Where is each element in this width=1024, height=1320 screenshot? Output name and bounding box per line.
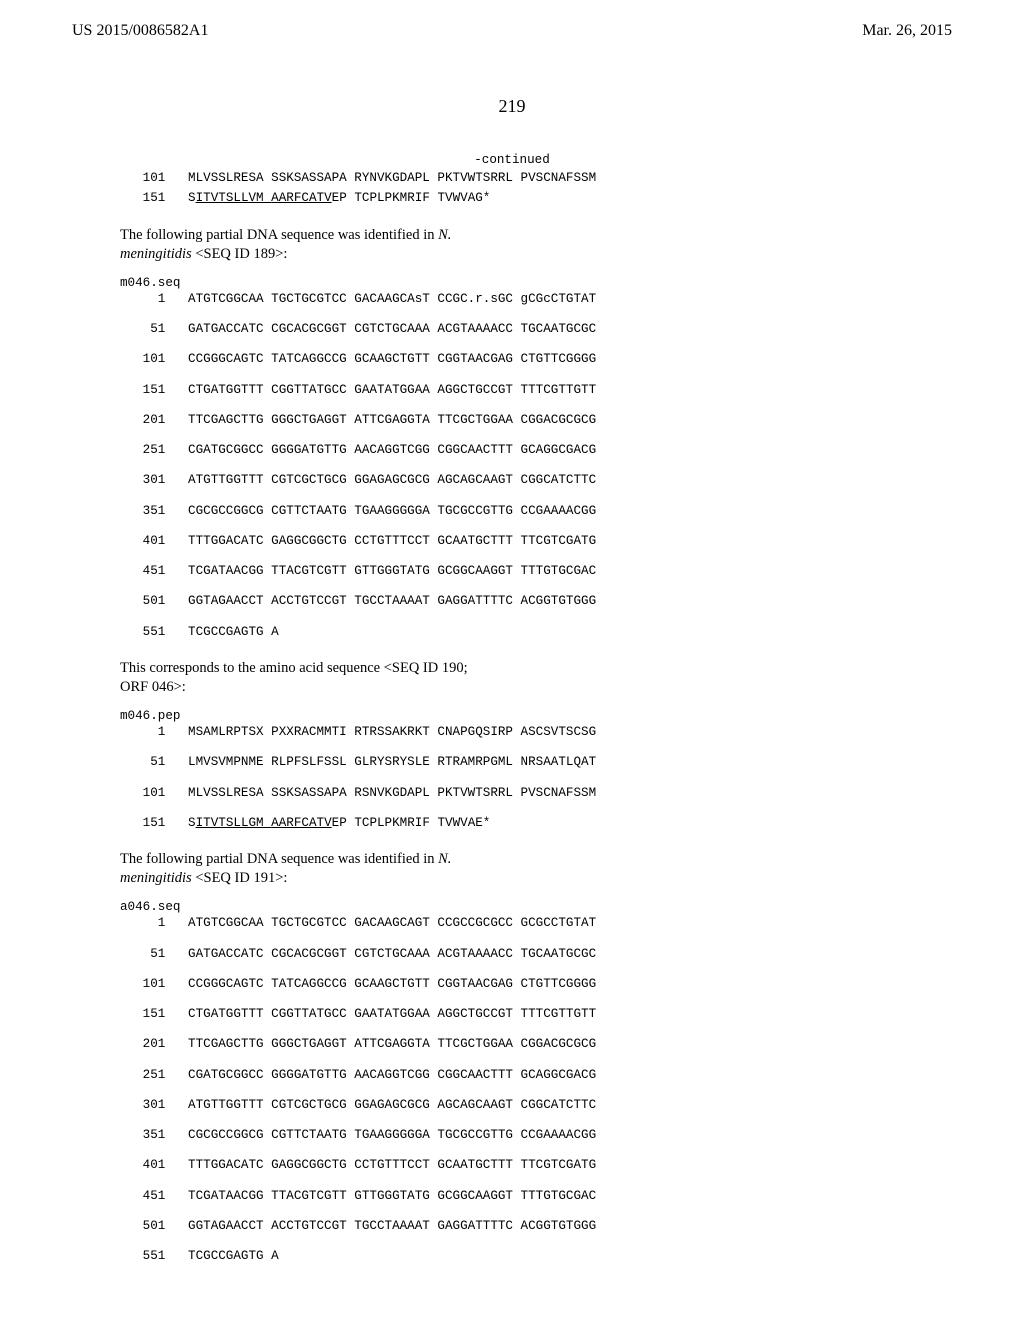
sequence-row: 101 MLVSSLRESA SSKSASSAPA RSNVKGDAPL PKT… [120,784,904,802]
sequence-row: 1 ATGTCGGCAA TGCTGCGTCC GACAAGCAsT CCGC.… [120,290,904,308]
sequence-row: 301 ATGTTGGTTT CGTCGCTGCG GGAGAGCGCG AGC… [120,1096,904,1114]
para2-line2: ORF 046>: [120,679,186,695]
para3-line2a: meningitidis [120,870,195,886]
sequence-row: 251 CGATGCGGCC GGGGATGTTG AACAGGTCGG CGG… [120,441,904,459]
seq-label-3: a046.seq [120,900,904,914]
seq-label-2: m046.pep [120,709,904,723]
sequence-row: 501 GGTAGAACCT ACCTGTCCGT TGCCTAAAAT GAG… [120,1217,904,1235]
sequence-row: 151 CTGATGGTTT CGGTTATGCC GAATATGGAA AGG… [120,1005,904,1023]
sequence-row: 51 GATGACCATC CGCACGCGGT CGTCTGCAAA ACGT… [120,320,904,338]
page-number: 219 [0,96,1024,117]
sequence-row: 151 SITVTSLLGM AARFCATVEP TCPLPKMRIF TVW… [120,814,904,832]
sequence-row: 51 LMVSVMPNME RLPFSLFSSL GLRYSRYSLE RTRA… [120,753,904,771]
sequence-row: 401 TTTGGACATC GAGGCGGCTG CCTGTTTCCT GCA… [120,1156,904,1174]
sequence-row: 301 ATGTTGGTTT CGTCGCTGCG GGAGAGCGCG AGC… [120,471,904,489]
sequence-row: 551 TCGCCGAGTG A [120,1247,904,1265]
sequence-block-3: 1 MSAMLRPTSX PXXRACMMTI RTRSSAKRKT CNAPG… [120,723,904,832]
sequence-row: 451 TCGATAACGG TTACGTCGTT GTTGGGTATG GCG… [120,1187,904,1205]
para1-line1b: N. [438,227,451,243]
header-date: Mar. 26, 2015 [862,22,952,40]
sequence-row: 201 TTCGAGCTTG GGGCTGAGGT ATTCGAGGTA TTC… [120,1035,904,1053]
page-content: -continued 101 MLVSSLRESA SSKSASSAPA RYN… [0,153,1024,1265]
sequence-row: 51 GATGACCATC CGCACGCGGT CGTCTGCAAA ACGT… [120,945,904,963]
sequence-row: 551 TCGCCGAGTG A [120,623,904,641]
sequence-row: 1 ATGTCGGCAA TGCTGCGTCC GACAAGCAGT CCGCC… [120,914,904,932]
page-header: US 2015/0086582A1 Mar. 26, 2015 [0,0,1024,40]
sequence-row: 151 SITVTSLLVM AARFCATVEP TCPLPKMRIF TVW… [120,189,904,207]
sequence-block-4: 1 ATGTCGGCAA TGCTGCGTCC GACAAGCAGT CCGCC… [120,914,904,1265]
sequence-block-2: 1 ATGTCGGCAA TGCTGCGTCC GACAAGCAsT CCGC.… [120,290,904,641]
header-pub-number: US 2015/0086582A1 [72,22,208,40]
sequence-row: 101 CCGGGCAGTC TATCAGGCCG GCAAGCTGTT CGG… [120,975,904,993]
intro-paragraph-2: This corresponds to the amino acid seque… [120,659,904,697]
sequence-row: 201 TTCGAGCTTG GGGCTGAGGT ATTCGAGGTA TTC… [120,411,904,429]
para1-line1a: The following partial DNA sequence was i… [120,227,438,243]
sequence-row: 151 CTGATGGTTT CGGTTATGCC GAATATGGAA AGG… [120,381,904,399]
sequence-block-1: 101 MLVSSLRESA SSKSASSAPA RYNVKGDAPL PKT… [120,169,904,208]
sequence-row: 451 TCGATAACGG TTACGTCGTT GTTGGGTATG GCG… [120,562,904,580]
sequence-row: 351 CGCGCCGGCG CGTTCTAATG TGAAGGGGGA TGC… [120,502,904,520]
para3-line2b: <SEQ ID 191>: [195,870,287,886]
para3-line1b: N. [438,851,451,867]
para1-line2a: meningitidis [120,246,195,262]
sequence-row: 351 CGCGCCGGCG CGTTCTAATG TGAAGGGGGA TGC… [120,1126,904,1144]
seq-label-1: m046.seq [120,276,904,290]
continued-label: -continued [120,153,904,167]
intro-paragraph-3: The following partial DNA sequence was i… [120,850,904,888]
sequence-row: 501 GGTAGAACCT ACCTGTCCGT TGCCTAAAAT GAG… [120,592,904,610]
sequence-row: 101 CCGGGCAGTC TATCAGGCCG GCAAGCTGTT CGG… [120,350,904,368]
para2-line1: This corresponds to the amino acid seque… [120,660,468,676]
sequence-row: 251 CGATGCGGCC GGGGATGTTG AACAGGTCGG CGG… [120,1066,904,1084]
para1-line2b: <SEQ ID 189>: [195,246,287,262]
intro-paragraph-1: The following partial DNA sequence was i… [120,226,904,264]
sequence-row: 101 MLVSSLRESA SSKSASSAPA RYNVKGDAPL PKT… [120,169,904,187]
sequence-row: 401 TTTGGACATC GAGGCGGCTG CCTGTTTCCT GCA… [120,532,904,550]
sequence-row: 1 MSAMLRPTSX PXXRACMMTI RTRSSAKRKT CNAPG… [120,723,904,741]
para3-line1a: The following partial DNA sequence was i… [120,851,438,867]
